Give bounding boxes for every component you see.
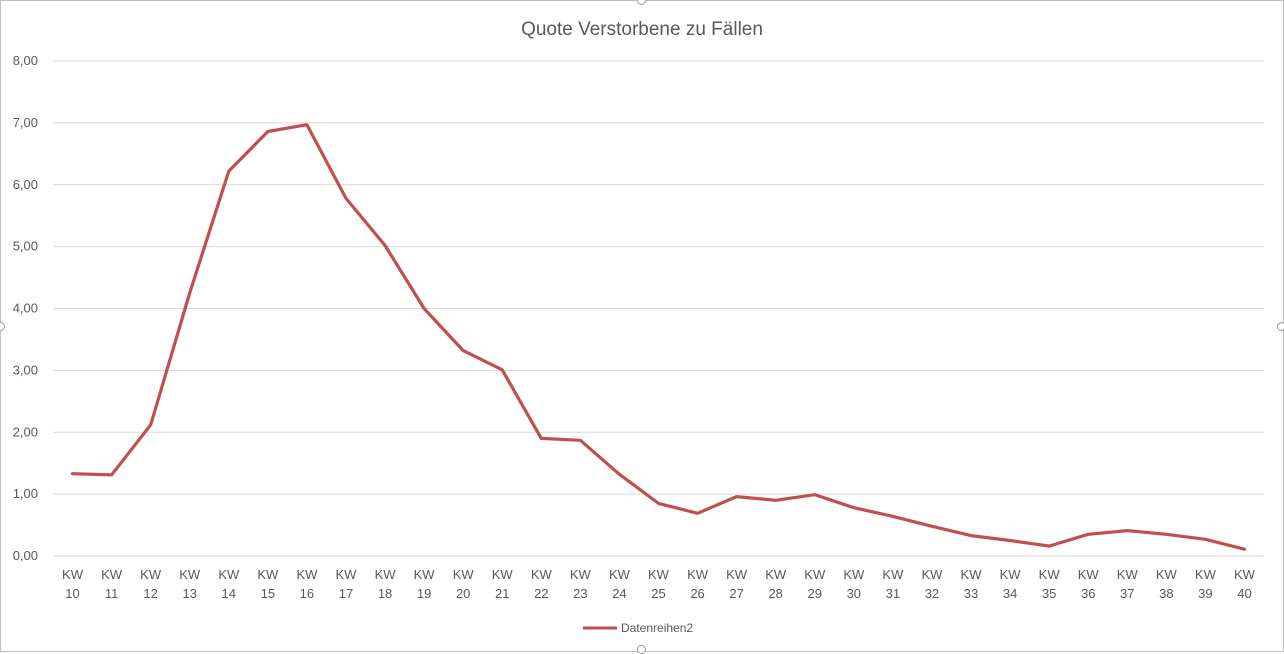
y-tick-label: 5,00 bbox=[13, 239, 38, 254]
x-tick-label: KW 18 bbox=[375, 567, 397, 601]
x-tick-label: KW 21 bbox=[492, 567, 514, 601]
x-axis-tick-labels: KW 10 KW 11 KW 12 KW 13 KW 14 KW 15 KW 16 KW 17 KW 18 KW 19… bbox=[62, 567, 1256, 601]
gridlines bbox=[53, 60, 1264, 557]
x-tick-label: KW 22 bbox=[531, 567, 553, 601]
x-tick-label: KW 28 bbox=[765, 567, 787, 601]
x-tick-label: KW 30 bbox=[843, 567, 865, 601]
series-layer bbox=[70, 123, 1247, 551]
x-tick-label: KW 13 bbox=[179, 567, 201, 601]
resize-handle-right[interactable] bbox=[1277, 322, 1284, 331]
x-tick-label: KW 31 bbox=[882, 567, 904, 601]
x-tick-label: KW 24 bbox=[609, 567, 631, 601]
y-axis-tick-labels: 0,00 1,00 2,00 3,00 4,00 5,00 6,00 7,00 8,00 bbox=[13, 53, 38, 563]
x-tick-label: KW 34 bbox=[1000, 567, 1022, 601]
x-tick-label: KW 35 bbox=[1039, 567, 1061, 601]
x-tick-label: KW 16 bbox=[296, 567, 318, 601]
x-tick-label: KW 20 bbox=[453, 567, 475, 601]
y-tick-label: 0,00 bbox=[13, 548, 38, 563]
x-tick-label: KW 23 bbox=[570, 567, 592, 601]
x-tick-label: KW 10 bbox=[62, 567, 84, 601]
x-tick-label: KW 27 bbox=[726, 567, 748, 601]
x-tick-label: KW 15 bbox=[257, 567, 279, 601]
x-tick-label: KW 38 bbox=[1156, 567, 1178, 601]
x-tick-label: KW 14 bbox=[218, 567, 240, 601]
x-tick-label: KW 17 bbox=[336, 567, 358, 601]
resize-handle-top[interactable] bbox=[637, 0, 646, 5]
series-line[interactable] bbox=[70, 123, 1247, 551]
x-tick-label: KW 25 bbox=[648, 567, 670, 601]
resize-handle-bottom[interactable] bbox=[637, 645, 646, 654]
y-tick-label: 7,00 bbox=[13, 115, 38, 130]
x-tick-label: KW 11 bbox=[101, 567, 123, 601]
y-tick-label: 2,00 bbox=[13, 424, 38, 439]
y-tick-label: 3,00 bbox=[13, 362, 38, 377]
x-tick-label: KW 32 bbox=[921, 567, 943, 601]
x-tick-label: KW 36 bbox=[1078, 567, 1100, 601]
legend-label: Datenreihen2 bbox=[621, 621, 693, 635]
x-tick-label: KW 29 bbox=[804, 567, 826, 601]
y-tick-label: 6,00 bbox=[13, 177, 38, 192]
y-tick-label: 8,00 bbox=[13, 53, 38, 68]
x-tick-label: KW 39 bbox=[1195, 567, 1217, 601]
x-tick-label: KW 19 bbox=[414, 567, 436, 601]
legend[interactable]: Datenreihen2 bbox=[583, 621, 693, 635]
x-tick-label: KW 37 bbox=[1117, 567, 1139, 601]
chart-title: Quote Verstorbene zu Fällen bbox=[521, 19, 763, 40]
resize-handle-left[interactable] bbox=[0, 322, 5, 331]
x-tick-label: KW 26 bbox=[687, 567, 709, 601]
x-tick-label: KW 40 bbox=[1234, 567, 1256, 601]
x-tick-label: KW 33 bbox=[961, 567, 983, 601]
y-tick-label: 1,00 bbox=[13, 486, 38, 501]
x-tick-label: KW 12 bbox=[140, 567, 162, 601]
y-tick-label: 4,00 bbox=[13, 301, 38, 316]
